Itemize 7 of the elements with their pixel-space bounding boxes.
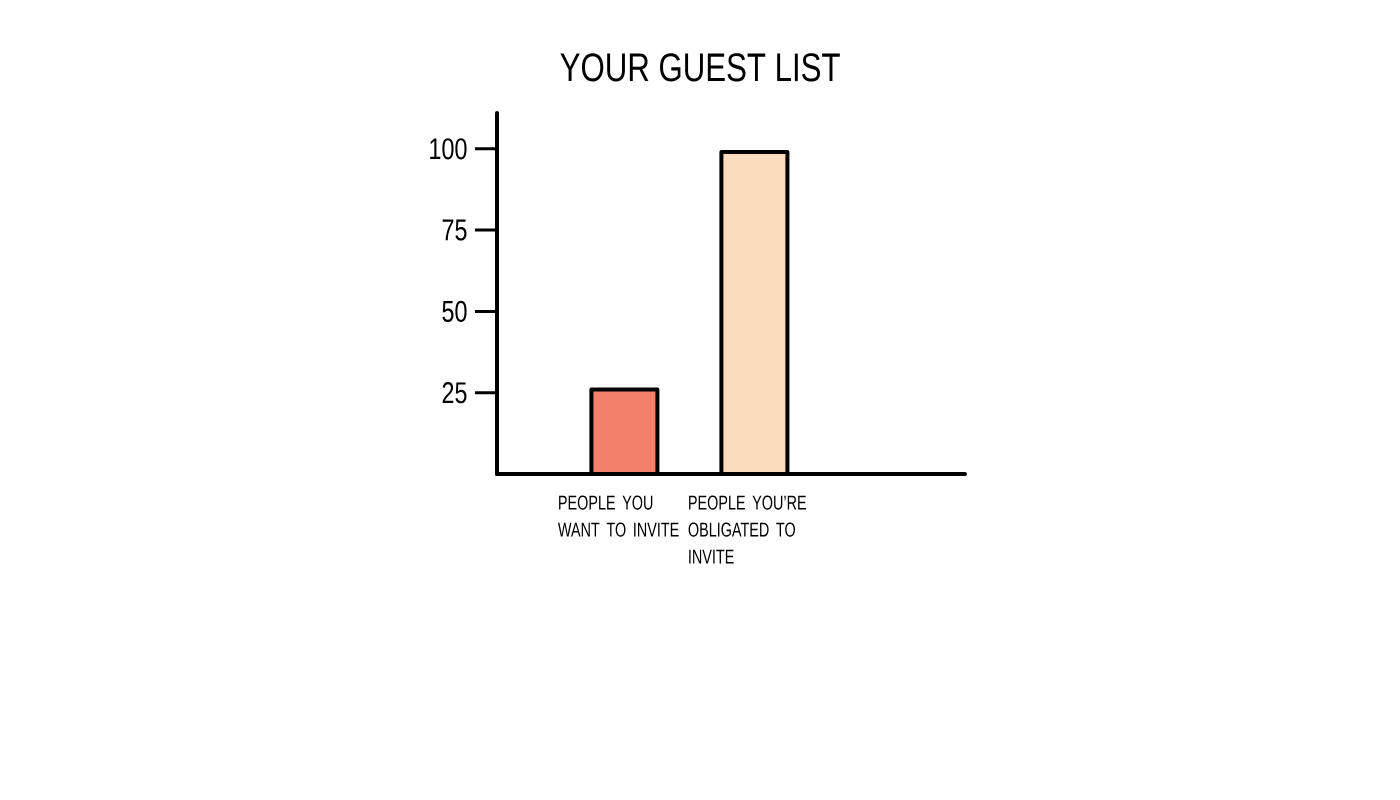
y-tick-label: 25: [442, 382, 467, 404]
x-tick-label: PEOPLE YOU WANT TO INVITE: [557, 495, 679, 537]
y-tick-label: 75: [442, 219, 467, 241]
y-tick-label: 50: [442, 300, 467, 323]
chart-title: YOUR GUEST LIST: [560, 53, 840, 82]
x-tick-label: PEOPLE YOU’RE OBLIGATED TO INVITE: [688, 495, 806, 564]
y-tick-label: 100: [430, 138, 467, 160]
